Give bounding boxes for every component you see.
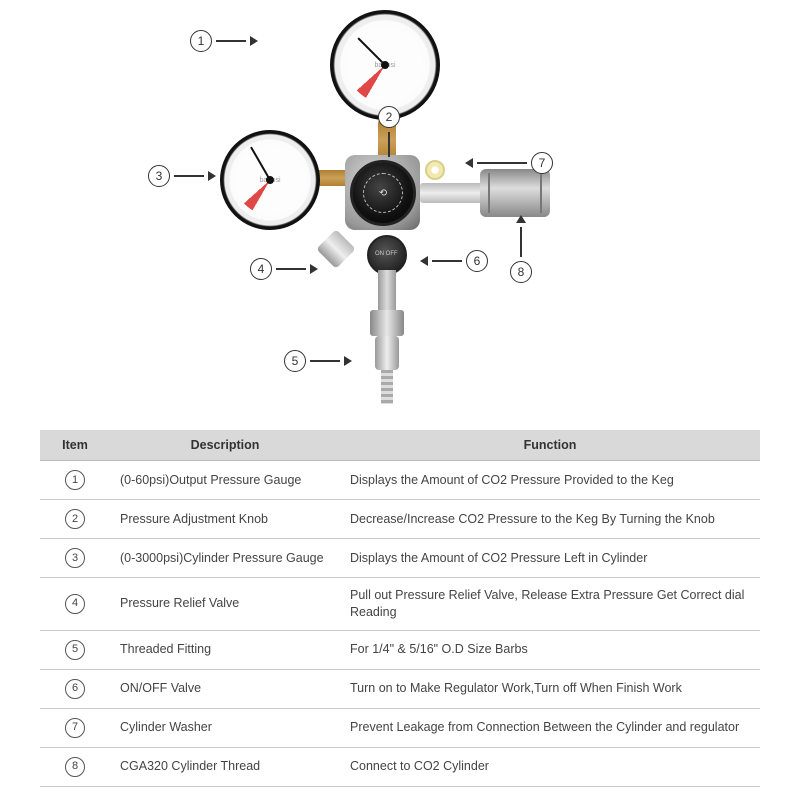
cell-item: 5: [40, 630, 110, 669]
cell-description: ON/OFF Valve: [110, 669, 340, 708]
cell-function: Turn on to Make Regulator Work,Turn off …: [340, 669, 760, 708]
cell-description: CGA320 Cylinder Thread: [110, 747, 340, 786]
hex-nut: [370, 310, 404, 336]
cell-item: 4: [40, 578, 110, 631]
callout-number: 2: [378, 106, 400, 128]
header-function: Function: [340, 430, 760, 461]
on-off-valve: ON OFF: [367, 235, 407, 275]
callout-7: 7: [465, 152, 553, 174]
table-header-row: Item Description Function: [40, 430, 760, 461]
row-number: 2: [65, 509, 85, 529]
row-number: 8: [65, 757, 85, 777]
cell-function: Pull out Pressure Relief Valve, Release …: [340, 578, 760, 631]
cylinder-washer: [425, 160, 445, 180]
cell-function: Decrease/Increase CO2 Pressure to the Ke…: [340, 500, 760, 539]
callout-6: 6: [420, 250, 488, 272]
callout-1: 1: [190, 30, 258, 52]
cell-item: 7: [40, 708, 110, 747]
callout-number: 6: [466, 250, 488, 272]
callout-number: 8: [510, 261, 532, 283]
cell-description: (0-60psi)Output Pressure Gauge: [110, 461, 340, 500]
cell-description: Cylinder Washer: [110, 708, 340, 747]
table-row: 4 Pressure Relief ValvePull out Pressure …: [40, 578, 760, 631]
callout-number: 4: [250, 258, 272, 280]
cell-description: (0-3000psi)Cylinder Pressure Gauge: [110, 539, 340, 578]
table-row: 1 (0-60psi)Output Pressure GaugeDisplays …: [40, 461, 760, 500]
row-number: 4: [65, 594, 85, 614]
regulator-device: bar psi bar psi ⟲ ON OFF: [220, 10, 600, 410]
table-row: 5 Threaded FittingFor 1/4" & 5/16" O.D Si…: [40, 630, 760, 669]
cga320-nut: [480, 169, 550, 217]
cell-item: 2: [40, 500, 110, 539]
cell-item: 3: [40, 539, 110, 578]
callout-2: 2: [378, 106, 400, 157]
table-row: 7 Cylinder WasherPrevent Leakage from Con…: [40, 708, 760, 747]
cell-function: For 1/4" & 5/16" O.D Size Barbs: [340, 630, 760, 669]
callout-number: 1: [190, 30, 212, 52]
output-pressure-gauge: bar psi: [330, 10, 440, 120]
callout-3: 3: [148, 165, 216, 187]
cylinder-pressure-gauge: bar psi: [220, 130, 320, 230]
lower-stem: [378, 270, 396, 310]
cell-item: 6: [40, 669, 110, 708]
on-off-label: ON OFF: [375, 251, 398, 257]
pressure-relief-valve: [316, 229, 356, 269]
cell-item: 1: [40, 461, 110, 500]
cell-function: Displays the Amount of CO2 Pressure Prov…: [340, 461, 760, 500]
cell-item: 8: [40, 747, 110, 786]
threaded-fitting: [375, 336, 399, 370]
cell-description: Pressure Adjustment Knob: [110, 500, 340, 539]
cell-function: Prevent Leakage from Connection Between …: [340, 708, 760, 747]
callout-number: 7: [531, 152, 553, 174]
table-row: 8 CGA320 Cylinder ThreadConnect to CO2 Cy…: [40, 747, 760, 786]
callout-4: 4: [250, 258, 318, 280]
header-description: Description: [110, 430, 340, 461]
callout-number: 3: [148, 165, 170, 187]
header-item: Item: [40, 430, 110, 461]
row-number: 1: [65, 470, 85, 490]
diagram-area: bar psi bar psi ⟲ ON OFF 1 2: [0, 0, 800, 420]
cell-description: Pressure Relief Valve: [110, 578, 340, 631]
row-number: 6: [65, 679, 85, 699]
cell-function: Connect to CO2 Cylinder: [340, 747, 760, 786]
spec-table: Item Description Function 1 (0-60psi)Outp…: [40, 430, 760, 787]
table-row: 3 (0-3000psi)Cylinder Pressure GaugeDispl…: [40, 539, 760, 578]
cell-function: Displays the Amount of CO2 Pressure Left…: [340, 539, 760, 578]
adjustment-knob: ⟲: [350, 160, 416, 226]
hose-barb: [381, 370, 393, 404]
row-number: 5: [65, 640, 85, 660]
callout-8: 8: [510, 215, 532, 283]
callout-5: 5: [284, 350, 352, 372]
row-number: 3: [65, 548, 85, 568]
table-row: 2 Pressure Adjustment KnobDecrease/Increa…: [40, 500, 760, 539]
cell-description: Threaded Fitting: [110, 630, 340, 669]
table-row: 6 ON/OFF ValveTurn on to Make Regulator W…: [40, 669, 760, 708]
callout-number: 5: [284, 350, 306, 372]
row-number: 7: [65, 718, 85, 738]
